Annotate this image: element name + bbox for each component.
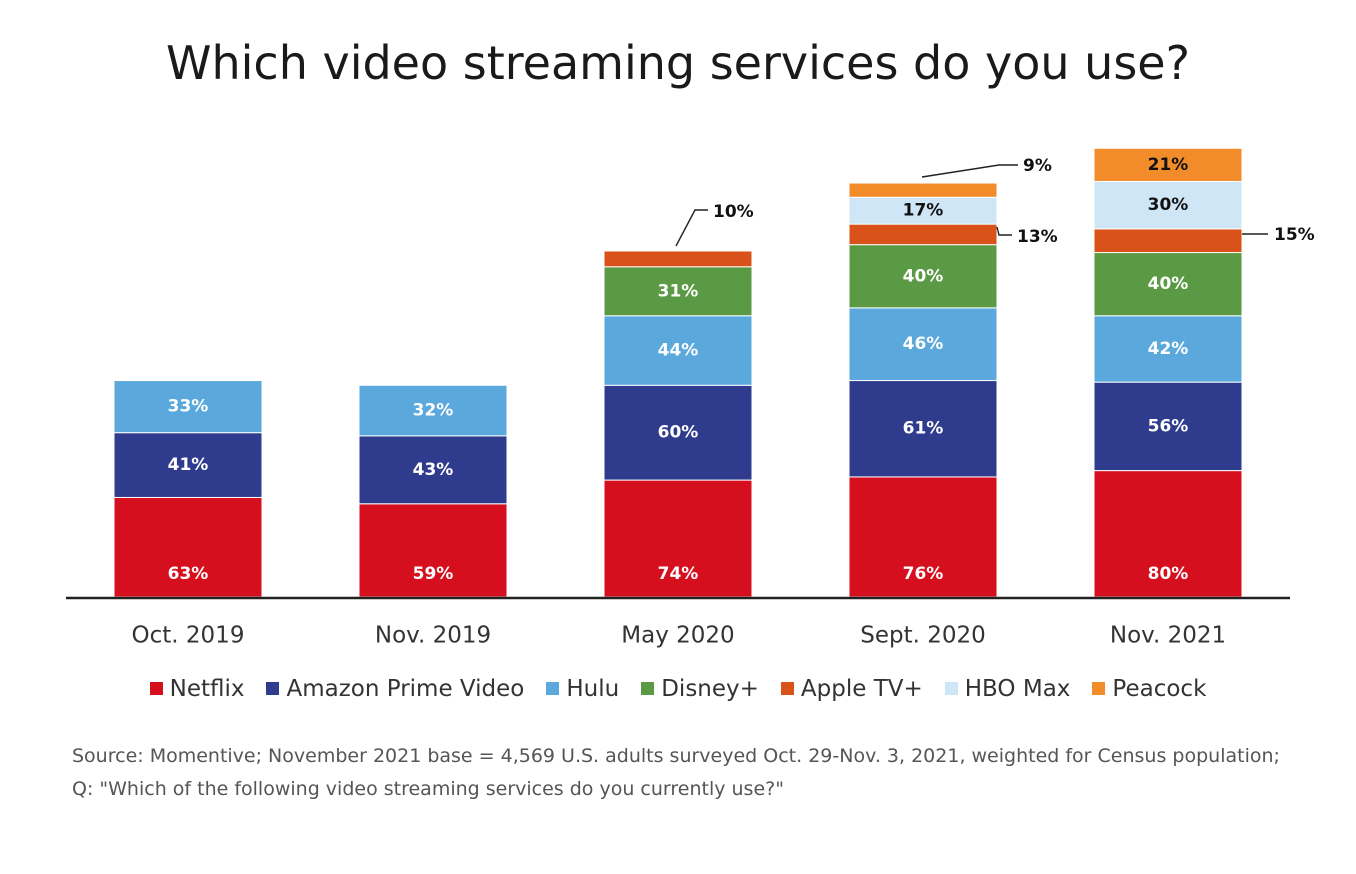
legend-item-hulu: Hulu bbox=[546, 676, 619, 702]
legend-label-netflix: Netflix bbox=[169, 676, 245, 702]
data-label-hulu-oct-2019: 33% bbox=[168, 397, 209, 417]
legend-item-disney: Disney+ bbox=[641, 676, 759, 702]
legend: Netflix Amazon Prime Video Hulu Disney+ Appl… bbox=[0, 676, 1356, 702]
legend-swatch-apple-tv bbox=[780, 682, 794, 695]
bar-hulu-oct-2019 bbox=[113, 380, 263, 434]
bar-peacock-nov-2021 bbox=[1093, 147, 1243, 182]
bar-hulu-nov-2019 bbox=[358, 384, 508, 437]
legend-swatch-netflix bbox=[149, 682, 163, 695]
x-tick-label-nov-2019: Nov. 2019 bbox=[375, 623, 491, 649]
legend-swatch-hulu bbox=[546, 682, 560, 695]
data-label-netflix-oct-2019: 63% bbox=[168, 564, 209, 584]
bar-hulu-may-2020 bbox=[603, 315, 753, 386]
x-tick-label-may-2020: May 2020 bbox=[621, 623, 734, 649]
bar-netflix-nov-2021 bbox=[1093, 470, 1243, 598]
legend-item-hbo-max: HBO Max bbox=[944, 676, 1071, 702]
legend-swatch-peacock bbox=[1092, 682, 1106, 695]
bar-hbo-max-sept-2020 bbox=[848, 196, 998, 225]
bar-disney-may-2020 bbox=[603, 266, 753, 317]
source-note: Source: Momentive; November 2021 base = … bbox=[72, 745, 1280, 800]
bar-netflix-oct-2019 bbox=[113, 496, 263, 598]
data-label-peacock-sept-2020: 9% bbox=[1023, 156, 1052, 176]
legend-label-hbo-max: HBO Max bbox=[964, 676, 1071, 702]
data-label-apple-tv-sept-2020: 13% bbox=[1017, 227, 1058, 247]
data-label-amazon-prime-video-sept-2020: 61% bbox=[903, 419, 944, 439]
data-label-netflix-nov-2021: 80% bbox=[1148, 564, 1189, 584]
bar-peacock-sept-2020 bbox=[848, 182, 998, 198]
data-label-amazon-prime-video-nov-2021: 56% bbox=[1148, 416, 1189, 436]
data-label-hulu-may-2020: 44% bbox=[658, 341, 699, 361]
bar-disney-nov-2021 bbox=[1093, 252, 1243, 317]
legend-label-disney: Disney+ bbox=[661, 676, 759, 702]
legend-item-amazon-prime-video: Amazon Prime Video bbox=[266, 676, 524, 702]
legend-item-apple-tv: Apple TV+ bbox=[780, 676, 923, 702]
data-label-hbo-max-sept-2020: 17% bbox=[903, 201, 944, 221]
leader-line-apple-tv-sept-2020 bbox=[996, 226, 1012, 236]
data-label-netflix-nov-2019: 59% bbox=[413, 564, 454, 584]
bar-hulu-sept-2020 bbox=[848, 307, 998, 382]
data-label-peacock-nov-2021: 21% bbox=[1148, 155, 1189, 175]
data-label-amazon-prime-video-oct-2019: 41% bbox=[168, 455, 209, 475]
bar-netflix-may-2020 bbox=[603, 479, 753, 598]
bar-netflix-sept-2020 bbox=[848, 476, 998, 598]
legend-label-apple-tv: Apple TV+ bbox=[800, 676, 923, 702]
bar-amazon-prime-video-oct-2019 bbox=[113, 432, 263, 498]
data-label-apple-tv-nov-2021: 15% bbox=[1274, 225, 1315, 245]
data-label-disney-sept-2020: 40% bbox=[903, 266, 944, 286]
legend-label-amazon-prime-video: Amazon Prime Video bbox=[286, 676, 525, 702]
data-label-disney-may-2020: 31% bbox=[658, 281, 699, 301]
legend-label-hulu: Hulu bbox=[566, 676, 620, 702]
legend-label-peacock: Peacock bbox=[1112, 676, 1207, 702]
bar-apple-tv-nov-2021 bbox=[1093, 228, 1243, 254]
legend-item-netflix: Netflix bbox=[149, 676, 245, 702]
leader-line-peacock-sept-2020 bbox=[921, 164, 1018, 178]
bar-amazon-prime-video-nov-2019 bbox=[358, 435, 508, 505]
data-label-disney-nov-2021: 40% bbox=[1148, 274, 1189, 294]
bar-amazon-prime-video-may-2020 bbox=[603, 384, 753, 481]
bar-disney-sept-2020 bbox=[848, 244, 998, 309]
legend-swatch-disney bbox=[641, 682, 655, 695]
x-tick-label-sept-2020: Sept. 2020 bbox=[860, 623, 986, 649]
legend-swatch-amazon-prime-video bbox=[266, 682, 280, 695]
x-tick-label-oct-2019: Oct. 2019 bbox=[132, 623, 245, 649]
data-label-netflix-may-2020: 74% bbox=[658, 564, 699, 584]
data-label-amazon-prime-video-may-2020: 60% bbox=[658, 423, 699, 443]
leader-line-apple-tv-may-2020 bbox=[675, 209, 708, 247]
data-label-amazon-prime-video-nov-2019: 43% bbox=[413, 460, 454, 480]
data-label-netflix-sept-2020: 76% bbox=[903, 564, 944, 584]
legend-swatch-hbo-max bbox=[944, 682, 958, 695]
bar-apple-tv-sept-2020 bbox=[848, 223, 998, 246]
data-label-hulu-sept-2020: 46% bbox=[903, 334, 944, 354]
data-label-hulu-nov-2019: 32% bbox=[413, 401, 454, 421]
data-label-apple-tv-may-2020: 10% bbox=[713, 202, 754, 222]
bar-hbo-max-nov-2021 bbox=[1093, 180, 1243, 230]
chart-title: Which video streaming services do you us… bbox=[165, 36, 1191, 90]
bar-apple-tv-may-2020 bbox=[603, 250, 753, 268]
bar-netflix-nov-2019 bbox=[358, 503, 508, 598]
data-label-hbo-max-nov-2021: 30% bbox=[1148, 195, 1189, 215]
bar-amazon-prime-video-nov-2021 bbox=[1093, 381, 1243, 472]
data-label-hulu-nov-2021: 42% bbox=[1148, 339, 1189, 359]
x-tick-label-nov-2021: Nov. 2021 bbox=[1110, 623, 1226, 649]
legend-item-peacock: Peacock bbox=[1092, 676, 1206, 702]
